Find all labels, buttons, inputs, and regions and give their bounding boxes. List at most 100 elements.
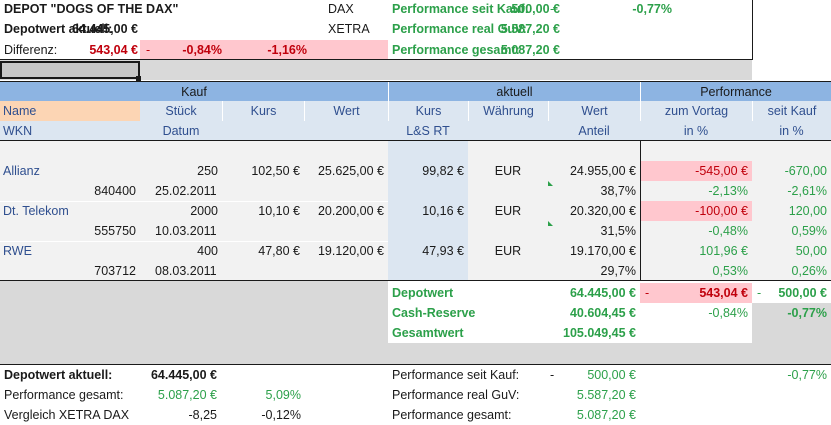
dax-label: DAX <box>328 2 354 16</box>
spacer-band <box>0 60 752 80</box>
kurs: 47,80 € <box>258 244 300 258</box>
datum: 25.02.2011 <box>155 184 217 198</box>
header-seitkauf: seit Kauf <box>752 101 831 121</box>
header-wkn: WKN <box>3 124 33 138</box>
bottom-perf-kauf-pct: -0,77% <box>787 368 827 382</box>
stock-name: Allianz <box>3 164 40 178</box>
differenz-pct-2: -1,16% <box>267 43 307 57</box>
seitkauf-change: 50,00 <box>795 244 827 258</box>
table-row-rwe-sub: 703712 08.03.2011 29,7% 0,53% 0,26% <box>0 261 831 281</box>
anteil: 31,5% <box>600 224 636 238</box>
kurs-aktuell: 47,93 € <box>422 244 464 258</box>
anteil: 38,7% <box>600 184 636 198</box>
vortag-pct: 0,53% <box>712 264 748 278</box>
kurs: 102,50 € <box>251 164 300 178</box>
bottom-perf-guv-label: Performance real GuV: <box>392 388 520 402</box>
bottom-perf-ges2-value: 5.087,20 € <box>576 408 636 422</box>
header-kurs-aktuell: Kurs <box>388 101 468 121</box>
summary-cash-label: Cash-Reserve <box>392 306 476 320</box>
summary-cash-pct-2: -0,77% <box>787 306 827 320</box>
seitkauf-pct: 0,26% <box>791 264 827 278</box>
vortag-change: -100,00 € <box>640 201 752 221</box>
bottom-perf-kauf-label: Performance seit Kauf: <box>392 368 520 382</box>
bottom-vergleich-pct: -0,12% <box>261 408 301 422</box>
selected-cell[interactable] <box>0 61 140 79</box>
vortag-pct: -0,48% <box>708 224 748 238</box>
differenz-cells <box>140 40 388 59</box>
wert: 25.625,00 € <box>317 164 384 178</box>
table-row-telekom-sub: 555750 10.03.2011 31,5% -0,48% 0,59% <box>0 221 831 241</box>
datum: 10.03.2011 <box>155 224 217 238</box>
bottom-perf-ges-value: 5.087,20 € <box>157 388 217 402</box>
stock-name: RWE <box>3 244 32 258</box>
summary-depotwert-value: 64.445,00 € <box>569 286 636 300</box>
wert: 20.200,00 € <box>317 204 384 218</box>
table-row-allianz-sub: 840400 25.02.2011 38,7% -2,13% -2,61% <box>0 181 831 201</box>
differenz-label: Differenz: <box>4 43 58 57</box>
group-aktuell: aktuell <box>388 82 640 101</box>
summary-dash-1: - <box>645 286 650 300</box>
stueck: 250 <box>197 164 218 178</box>
perf-kauf-value: 500,00 € <box>511 2 560 16</box>
bottom-vergleich-label: Vergleich XETRA DAX <box>4 408 130 422</box>
bottom-perf-ges-label: Performance gesamt: <box>4 388 124 402</box>
stueck: 2000 <box>190 204 218 218</box>
fill-handle[interactable] <box>136 76 141 81</box>
vortag-change: 101,96 € <box>699 244 748 258</box>
summary-gesamt-label: Gesamtwert <box>392 326 464 340</box>
header-wert-aktuell: Wert <box>548 101 640 121</box>
header-kurs: Kurs <box>222 101 304 121</box>
depot-title: DEPOT "DOGS OF THE DAX" <box>4 2 179 16</box>
perf-kauf-label: Performance seit Kauf: <box>392 2 529 16</box>
table-row-rwe: RWE 400 47,80 € 19.120,00 € 47,93 € EUR … <box>0 241 831 261</box>
differenz-dash: - <box>146 43 151 57</box>
wert-aktuell: 20.320,00 € <box>569 204 636 218</box>
kurs-aktuell-column-bg <box>388 141 468 280</box>
differenz-pct-1: -0,84% <box>182 43 222 57</box>
perf-kauf-dash: - <box>550 2 555 16</box>
comment-marker <box>548 221 553 226</box>
datum: 08.03.2011 <box>155 264 217 278</box>
summary-diff-value: 543,04 € <box>699 286 748 300</box>
kurs-aktuell: 99,82 € <box>422 164 464 178</box>
waehrung: EUR <box>494 244 522 258</box>
header-seitkauf-pct: in % <box>779 124 804 138</box>
bottom-vergleich-value: -8,25 <box>188 408 218 422</box>
summary-dash-2: - <box>757 286 762 300</box>
xetra-label: XETRA <box>328 22 370 36</box>
summary-depotwert-label: Depotwert <box>392 286 454 300</box>
header-name-bg <box>0 101 140 121</box>
bottom-perf-ges-pct: 5,09% <box>265 388 301 402</box>
wkn: 703712 <box>94 264 136 278</box>
header-vortag-pct: in % <box>683 124 709 138</box>
wert: 19.120,00 € <box>317 244 384 258</box>
table-row-telekom: Dt. Telekom 2000 10,10 € 20.200,00 € 10,… <box>0 201 831 221</box>
perf-ges-label: Performance gesamt: <box>392 43 520 57</box>
bottom-perf-kauf-value: 500,00 € <box>587 368 636 382</box>
kurs-aktuell: 10,16 € <box>422 204 464 218</box>
kurs: 10,10 € <box>258 204 300 218</box>
bottom-perf-kauf-dash: - <box>550 368 555 382</box>
header-anteil: Anteil <box>578 124 610 138</box>
wert-aktuell: 24.955,00 € <box>569 164 636 178</box>
seitkauf-pct: 0,59% <box>791 224 827 238</box>
column-header-row: Name WKN Stück Datum Kurs Wert Kurs L&S … <box>0 101 831 141</box>
bottom-depotwert-label: Depotwert aktuell: <box>4 368 113 382</box>
wkn: 555750 <box>94 224 136 238</box>
depotwert-value: 64.445,00 € <box>71 22 138 36</box>
header-stueck: Stück <box>165 104 197 118</box>
table-row-allianz: Allianz 250 102,50 € 25.625,00 € 99,82 €… <box>0 161 831 181</box>
bottom-perf-guv-value: 5.587,20 € <box>576 388 636 402</box>
header-waehrung: Währung <box>468 101 548 121</box>
seitkauf-change: -670,00 <box>784 164 827 178</box>
summary-cash-value: 40.604,45 € <box>569 306 636 320</box>
summary-grey-col <box>752 303 831 343</box>
perf-kauf-pct: -0,77% <box>632 2 672 16</box>
wert-aktuell: 19.170,00 € <box>569 244 636 258</box>
header-lsrt: L&S RT <box>406 124 450 138</box>
bottom-perf-ges2-label: Performance gesamt: <box>392 408 512 422</box>
vortag-pct: -2,13% <box>708 184 748 198</box>
summary-perf-value: 500,00 € <box>778 286 827 300</box>
header-name: Name <box>3 104 37 118</box>
top-summary-panel: DEPOT "DOGS OF THE DAX" Depotwert aktuel… <box>0 0 752 60</box>
